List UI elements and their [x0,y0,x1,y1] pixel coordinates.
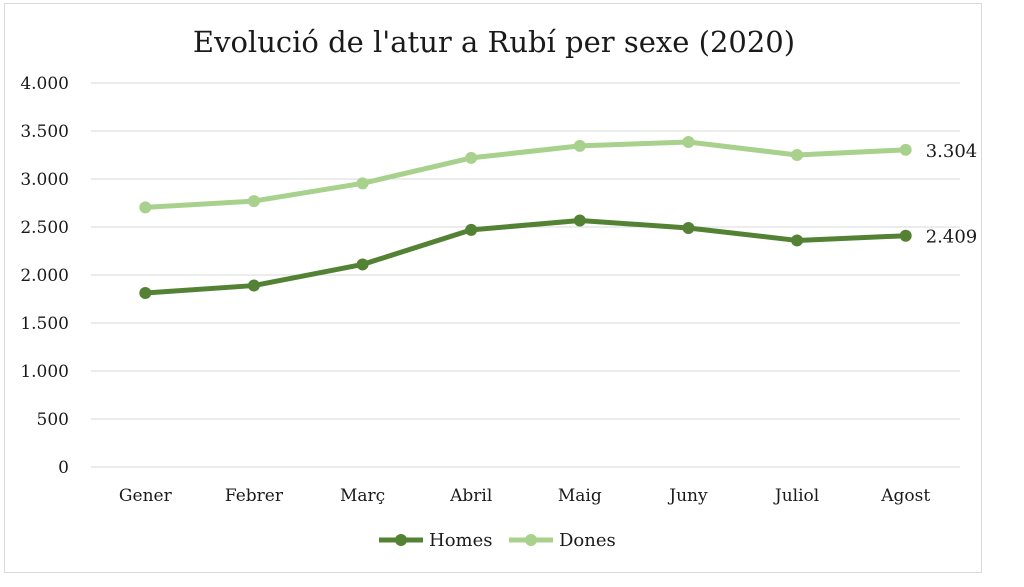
data-point [573,139,586,152]
y-tick-label: 2.000 [20,266,69,286]
data-point [791,234,804,247]
data-point [356,177,369,190]
data-point [899,229,912,242]
x-tick-label: Abril [449,486,492,506]
legend: Homes Dones [379,530,616,551]
x-tick-label: Març [340,486,385,506]
data-point [139,287,152,300]
series-layer: 2.409 3.304 [139,136,978,300]
x-tick-label: Agost [880,486,930,506]
x-tick-label: Gener [119,486,173,506]
data-point [139,201,152,214]
x-tick-label: Maig [558,486,602,506]
x-tick-label: Juny [667,486,708,506]
data-point [465,223,478,236]
grid-lines [91,82,960,468]
line-chart: Evolució de l'atur a Rubí per sexe (2020… [20,25,978,551]
data-point [247,195,260,208]
data-point [682,221,695,234]
y-tick-label: 3.000 [20,170,69,190]
chart-frame: Evolució de l'atur a Rubí per sexe (2020… [4,3,982,573]
x-axis-ticks: Gener Febrer Març Abril Maig Juny Juliol Agost [119,486,930,506]
legend-marker [525,534,537,546]
y-tick-label: 500 [37,410,69,430]
series-line [142,139,909,210]
y-axis-ticks: 0 500 1.000 1.500 2.000 2.500 3.000 3.500 4.000 [20,74,69,478]
data-label: 3.304 [926,141,978,162]
y-tick-label: 1.000 [20,362,69,382]
y-tick-label: 2.500 [20,218,69,238]
series-homes: 2.409 [139,214,978,300]
y-tick-label: 3.500 [20,122,69,142]
legend-marker [395,534,407,546]
x-tick-label: Juliol [773,486,819,506]
data-point [356,258,369,271]
y-tick-label: 1.500 [20,314,69,334]
data-point [247,279,260,292]
series-line [142,217,909,296]
legend-item-dones: Dones [509,530,616,551]
data-point [573,214,586,227]
legend-item-homes: Homes [379,530,493,551]
x-tick-label: Febrer [225,486,284,506]
legend-label: Dones [559,530,616,551]
data-point [899,143,912,156]
chart-title: Evolució de l'atur a Rubí per sexe (2020… [193,25,795,59]
data-point [465,151,478,164]
data-label: 2.409 [926,227,978,248]
data-point [682,136,695,149]
series-dones: 3.304 [139,136,978,214]
y-tick-label: 4.000 [20,74,69,94]
legend-label: Homes [429,530,493,551]
y-tick-label: 0 [58,458,69,478]
data-point [791,149,804,161]
